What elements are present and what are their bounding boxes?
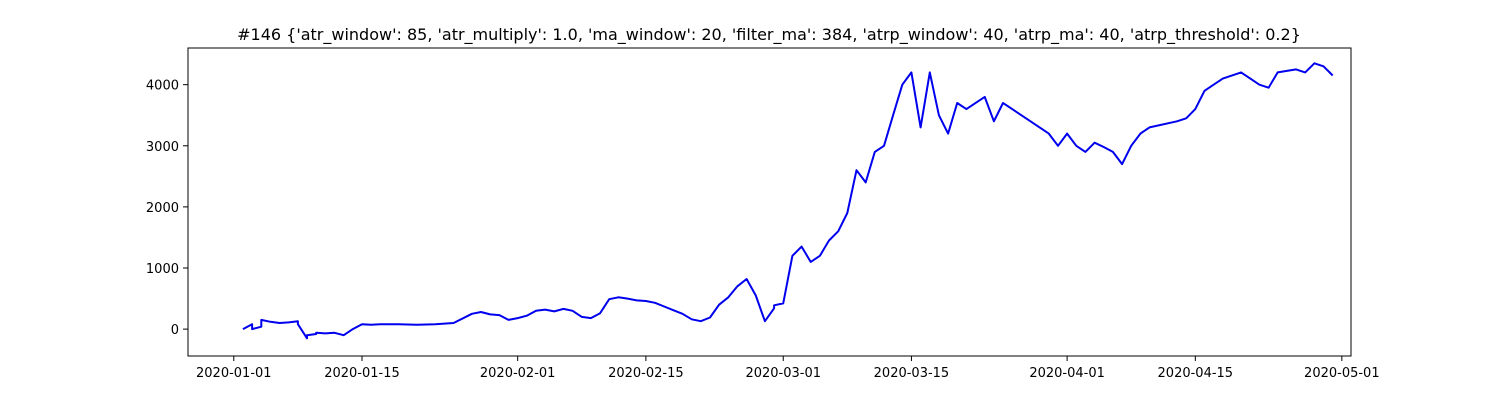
chart-title: #146 {'atr_window': 85, 'atr_multiply': … — [237, 25, 1301, 45]
y-tick-label: 1000 — [146, 262, 179, 277]
x-tick-label: 2020-04-15 — [1158, 366, 1234, 381]
x-tick-label: 2020-01-01 — [196, 366, 272, 381]
equity-curve-line — [242, 62, 1334, 340]
x-tick-label: 2020-02-01 — [480, 366, 556, 381]
y-tick-label: 4000 — [146, 79, 179, 94]
y-tick-label: 2000 — [146, 201, 179, 216]
series-group — [242, 62, 1334, 340]
x-tick-label: 2020-04-01 — [1029, 366, 1105, 381]
x-tick-label: 2020-01-15 — [324, 366, 400, 381]
y-tick-label: 0 — [171, 323, 179, 338]
x-axis: 2020-01-01 2020-01-15 2020-02-01 2020-02-15… — [196, 356, 1380, 381]
x-tick-label: 2020-02-15 — [608, 366, 684, 381]
y-tick-label: 3000 — [146, 140, 179, 155]
x-tick-label: 2020-05-01 — [1304, 366, 1380, 381]
x-tick-label: 2020-03-01 — [745, 366, 821, 381]
plot-area-frame — [187, 47, 1352, 357]
x-tick-label: 2020-03-15 — [874, 366, 950, 381]
y-axis: 0 1000 2000 3000 4000 — [146, 79, 188, 338]
